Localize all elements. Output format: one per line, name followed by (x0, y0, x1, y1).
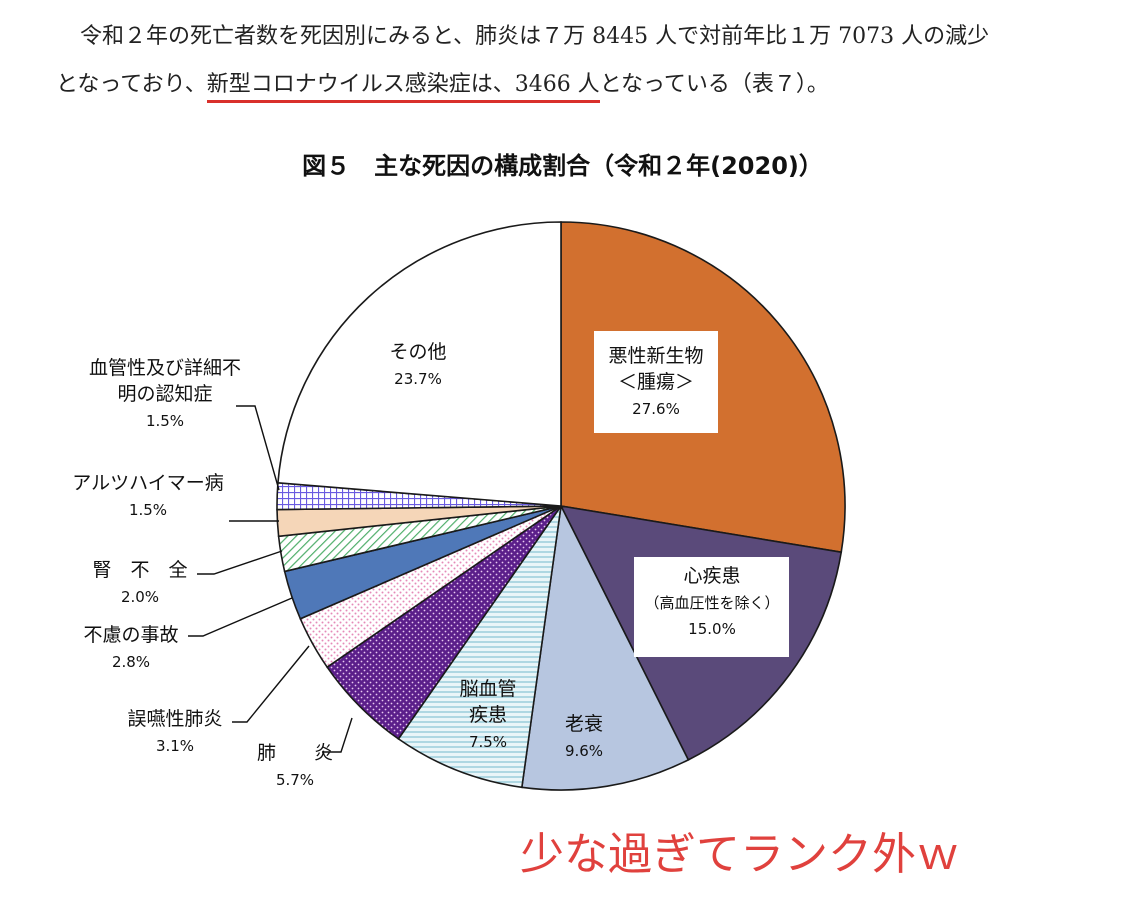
slice-name-10-line-2: 明の認知症 (117, 383, 212, 405)
slice-name-2-line-1: 心疾患 (683, 565, 740, 587)
slice-name-2-line-2: （高血圧性を除く） (644, 594, 779, 612)
slice-name-11-line-1: その他 (389, 341, 446, 363)
slice-name-9-line-1: アルツハイマー病 (72, 472, 223, 494)
handwritten-annotation: 少な過ぎてランク外ｗ (520, 829, 960, 880)
slice-name-4-line-2: 疾患 (469, 704, 507, 726)
slice-value-9: 1.5% (129, 501, 167, 519)
slice-name-1-line-1: 悪性新生物 (608, 345, 703, 367)
pie-slice-11 (277, 221, 562, 507)
leader-line-8 (197, 550, 283, 575)
intro-paragraph-line2: となっており、新型コロナウイルス感染症は、3466 人となっている（表７）。 (56, 74, 1125, 103)
leader-line-10 (236, 405, 280, 491)
slice-name-7-line-1: 不慮の事故 (83, 624, 178, 646)
slice-value-2: 15.0% (688, 620, 736, 638)
line2-suffix: となっている（表７）。 (599, 72, 829, 97)
slice-name-3-line-1: 老衰 (565, 713, 603, 735)
leader-line-6 (232, 645, 310, 723)
pie-slice-3 (520, 503, 690, 791)
slice-value-7: 2.8% (112, 653, 150, 671)
slice-name-6-line-1: 誤嚥性肺炎 (127, 708, 222, 730)
slice-name-5-line-1: 肺 炎 (257, 742, 333, 764)
slice-value-6: 3.1% (156, 737, 194, 755)
slice-name-4-line-1: 脳血管 (459, 678, 516, 700)
slice-name-8-line-1: 腎 不 全 (92, 559, 187, 581)
slice-value-3: 9.6% (565, 742, 603, 760)
slice-value-8: 2.0% (121, 588, 159, 606)
covid-highlight-underlined: 新型コロナウイルス感染症は、3466 人 (206, 74, 600, 103)
label-box-2 (634, 557, 789, 657)
slice-value-1: 27.6% (632, 400, 680, 418)
slice-value-4: 7.5% (469, 733, 507, 751)
line2-prefix: となっており、 (56, 72, 207, 97)
label-box-1 (594, 331, 718, 433)
slice-value-11: 23.7% (394, 370, 442, 388)
chart-title: 図５ 主な死因の構成割合（令和２年(2020)） (302, 152, 823, 180)
slice-value-5: 5.7% (276, 771, 314, 789)
slice-name-10-line-1: 血管性及び詳細不 (89, 357, 241, 379)
intro-paragraph-line1: 令和２年の死亡者数を死因別にみると、肺炎は７万 8445 人で対前年比１万 70… (80, 24, 990, 49)
pie-slice-4 (397, 505, 562, 789)
slice-value-10: 1.5% (146, 412, 184, 430)
leader-line-5 (322, 717, 353, 753)
leader-line-7 (188, 597, 293, 637)
slice-name-1-line-2: ＜腫瘍＞ (618, 371, 694, 393)
